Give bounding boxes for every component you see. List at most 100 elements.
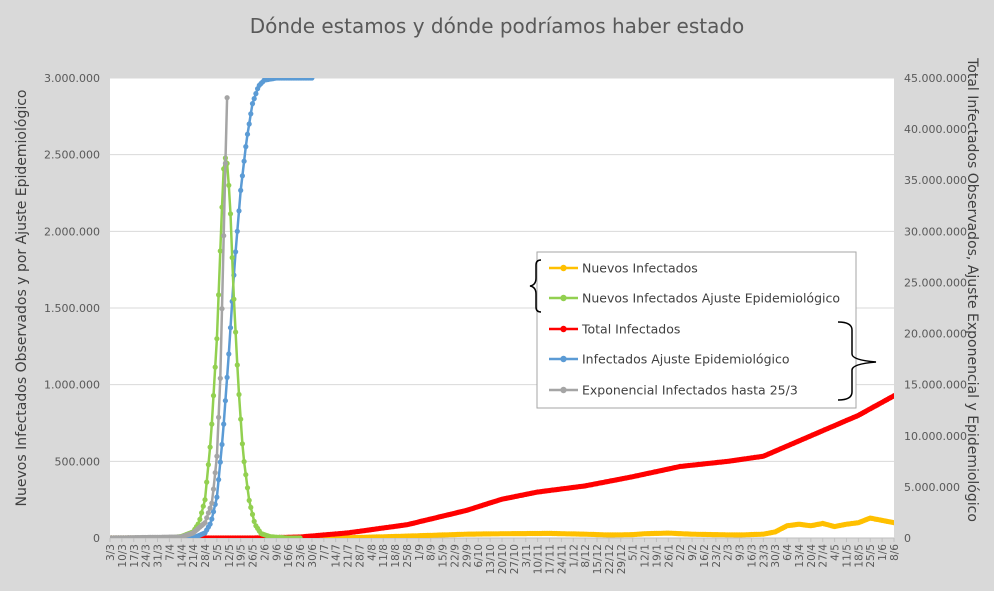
x-tick-label: 5/5 <box>212 544 224 561</box>
data-point <box>210 509 217 515</box>
data-point <box>207 521 213 527</box>
right-axis-ticks: 0 5.000.000 10.000.000 15.000.000 20.000.000… <box>904 72 967 545</box>
data-point <box>207 505 213 511</box>
data-point <box>251 518 257 525</box>
data-point <box>217 375 223 381</box>
x-tick-label: 26/1 <box>663 544 675 568</box>
series-line <box>110 78 312 538</box>
data-point <box>214 336 220 342</box>
x-tick-label: 25/5 <box>865 544 877 568</box>
data-point <box>244 131 251 137</box>
x-tick-label: 16/3 <box>746 544 758 568</box>
data-point <box>212 364 218 370</box>
data-point <box>241 158 247 164</box>
data-point <box>224 374 230 380</box>
x-tick-label: 7/7 <box>319 544 331 561</box>
legend-swatch-marker <box>560 386 567 394</box>
data-point <box>221 233 227 239</box>
x-tick-label: 23/2 <box>711 544 723 568</box>
right-tick-label: 5.000.000 <box>904 481 960 494</box>
x-tick-label: 9/2 <box>687 544 699 561</box>
data-point <box>204 515 210 521</box>
x-tick-label: 30/3 <box>770 544 782 568</box>
data-point <box>209 421 215 427</box>
data-point <box>238 187 244 193</box>
x-tick-label: 12/5 <box>224 544 236 568</box>
x-tick-label: 22/12 <box>604 544 616 574</box>
x-tick-label: 17/3 <box>129 544 141 568</box>
x-tick-label: 2/6 <box>259 544 271 561</box>
legend-label: Exponencial Infectados hasta 25/3 <box>582 383 798 398</box>
x-tick-label: 29/12 <box>616 544 628 574</box>
x-tick-label: 14/4 <box>176 544 188 568</box>
x-tick-label: 22/9 <box>449 544 461 568</box>
x-tick-label: 21/7 <box>343 544 355 568</box>
data-point <box>234 228 240 234</box>
data-point <box>199 510 205 516</box>
x-tick-label: 6/4 <box>782 544 794 561</box>
data-point <box>246 121 252 127</box>
data-point <box>897 390 902 395</box>
x-tick-label: 21/4 <box>188 544 200 568</box>
data-point <box>217 459 223 465</box>
x-tick-label: 9/6 <box>271 544 283 561</box>
x-tick-label: 12/1 <box>640 544 652 568</box>
x-tick-label: 27/4 <box>818 544 830 568</box>
x-tick-label: 2/3 <box>723 544 735 561</box>
x-tick-label: 1/6 <box>877 544 889 561</box>
x-tick-label: 4/8 <box>366 544 378 561</box>
data-point <box>227 211 234 217</box>
x-tick-label: 3/11 <box>521 544 533 568</box>
data-point <box>202 497 208 503</box>
x-tick-label: 13/10 <box>485 544 497 574</box>
x-tick-label: 4/5 <box>830 544 842 561</box>
left-tick-label: 1.500.000 <box>44 302 100 315</box>
data-point <box>226 182 232 188</box>
data-point <box>216 292 222 298</box>
x-tick-label: 30/6 <box>307 544 319 568</box>
x-tick-label: 28/4 <box>200 544 212 568</box>
x-tick-label: 10/11 <box>533 544 545 574</box>
left-tick-label: 1.000.000 <box>44 379 100 392</box>
series-2 <box>110 390 902 538</box>
data-point <box>238 416 244 422</box>
x-tick-label: 7/4 <box>164 544 176 561</box>
data-point <box>249 511 256 517</box>
chart-title: Dónde estamos y dónde podríamos haber es… <box>250 14 745 38</box>
right-tick-label: 45.000.000 <box>904 72 967 85</box>
x-tick-label: 6/10 <box>473 544 485 568</box>
left-tick-label: 2.500.000 <box>44 149 100 162</box>
data-point <box>244 485 251 491</box>
series-plot-group <box>110 78 903 538</box>
legend-label: Nuevos Infectados Ajuste Epidemiológico <box>582 291 840 306</box>
data-point <box>216 477 222 483</box>
left-tick-label: 500.000 <box>55 455 101 468</box>
right-tick-label: 0 <box>904 532 911 545</box>
data-point <box>246 497 252 503</box>
right-tick-label: 10.000.000 <box>904 430 967 443</box>
data-point <box>200 503 206 509</box>
x-tick-label: 15/9 <box>438 544 450 568</box>
right-tick-label: 15.000.000 <box>904 379 967 392</box>
data-point <box>214 453 220 459</box>
x-axis-ticks: 3/3 10/3 17/3 24/3 31/3 7/4 14/4 21/4 28/4 5/5 12/… <box>105 538 901 574</box>
data-point <box>893 392 894 397</box>
x-tick-label: 1/12 <box>568 544 580 568</box>
x-tick-label: 1/9 <box>414 544 426 561</box>
right-tick-label: 30.000.000 <box>904 225 967 238</box>
data-point <box>898 519 903 524</box>
right-tick-label: 20.000.000 <box>904 328 967 341</box>
x-tick-label: 5/1 <box>628 544 640 561</box>
data-point <box>209 516 215 522</box>
data-point <box>210 486 217 492</box>
data-point <box>219 306 225 312</box>
legend: Nuevos Infectados Nuevos Infectados Ajust… <box>529 251 877 409</box>
series-4 <box>110 95 230 538</box>
data-point <box>204 479 210 485</box>
x-tick-label: 19/1 <box>651 544 663 568</box>
x-tick-label: 8/9 <box>426 544 438 561</box>
legend-swatch-marker <box>560 294 567 302</box>
left-axis-ticks: 0 500.000 1.000.000 1.500.000 2.000.000 2.500… <box>44 72 100 545</box>
series-layer <box>110 78 903 538</box>
left-tick-label: 3.000.000 <box>44 72 100 85</box>
